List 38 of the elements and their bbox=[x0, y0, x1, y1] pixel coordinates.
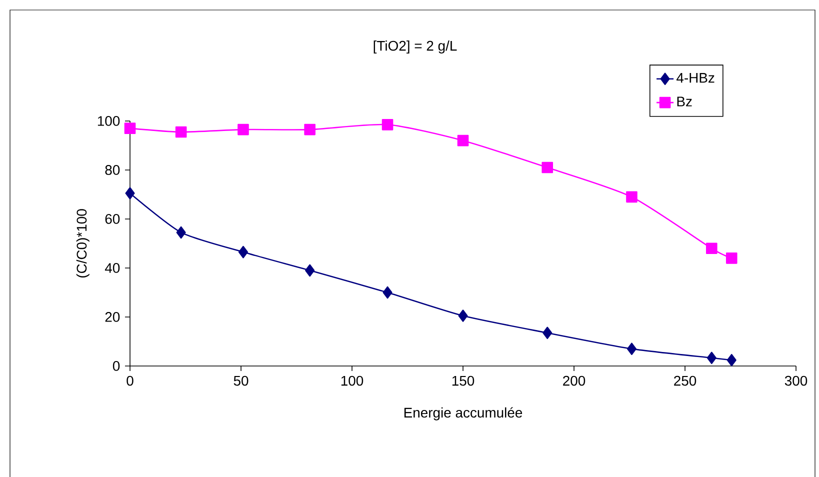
y-tick-label: 0 bbox=[112, 361, 120, 371]
point bbox=[124, 122, 136, 134]
x-axis-title: Energie accumulée bbox=[404, 407, 522, 420]
x-tick-label: 100 bbox=[341, 376, 364, 386]
legend-label: Bz bbox=[677, 96, 692, 106]
point bbox=[382, 119, 394, 130]
point bbox=[706, 242, 718, 254]
point bbox=[238, 246, 248, 258]
point bbox=[626, 342, 637, 355]
y-tick-label: 100 bbox=[98, 116, 120, 126]
point bbox=[706, 352, 716, 364]
point bbox=[457, 134, 469, 146]
x-tick-label: 0 bbox=[126, 376, 134, 386]
point bbox=[382, 286, 392, 299]
point bbox=[176, 226, 186, 239]
y-tick-label: 20 bbox=[105, 312, 120, 322]
chart-title: [TiO2] = 2 g/L bbox=[374, 40, 457, 54]
point bbox=[726, 354, 736, 366]
legend-label: 4-HBz bbox=[676, 73, 714, 83]
x-tick-label: 150 bbox=[452, 376, 474, 386]
x-tick-label: 50 bbox=[234, 376, 248, 386]
x-tick-label: 250 bbox=[674, 376, 696, 386]
y-tick-label: 80 bbox=[105, 165, 120, 175]
x-tick-label: 300 bbox=[784, 376, 808, 386]
x-tick-label: 200 bbox=[563, 376, 586, 386]
point bbox=[175, 126, 187, 138]
point bbox=[626, 191, 638, 203]
point bbox=[238, 124, 249, 136]
y-tick-label: 60 bbox=[105, 214, 120, 224]
point bbox=[726, 252, 738, 264]
point bbox=[304, 124, 316, 136]
y-axis-title: (C/C0)*100 bbox=[76, 209, 90, 278]
point bbox=[542, 162, 554, 174]
y-tick-label: 40 bbox=[104, 263, 120, 273]
point bbox=[458, 310, 468, 322]
point bbox=[125, 187, 135, 200]
point bbox=[305, 264, 315, 277]
point bbox=[542, 326, 552, 340]
